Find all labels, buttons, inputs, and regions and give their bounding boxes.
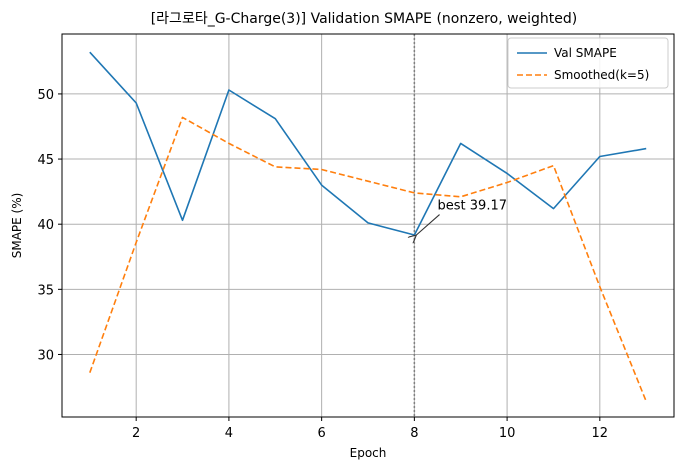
legend-label: Val SMAPE xyxy=(554,46,617,60)
y-axis-label: SMAPE (%) xyxy=(10,193,24,259)
annotation-label: best 39.17 xyxy=(438,199,507,214)
x-tick-label: 10 xyxy=(499,426,516,441)
annotation-arrow xyxy=(416,214,440,235)
chart-title: [라그로타_G-Charge(3)] Validation SMAPE (non… xyxy=(151,11,578,27)
x-tick-label: 2 xyxy=(132,426,140,441)
y-tick-label: 30 xyxy=(37,348,54,363)
ticks: 2 4 6 8 10 12 30 35 40 45 50 xyxy=(37,88,608,441)
series-line-val-smape xyxy=(89,51,647,236)
y-tick-label: 50 xyxy=(37,88,54,103)
x-tick-label: 8 xyxy=(410,426,418,441)
legend: Val SMAPE Smoothed(k=5) xyxy=(507,37,669,89)
y-tick-label: 35 xyxy=(37,283,54,298)
x-tick-label: 12 xyxy=(592,426,609,441)
y-tick-label: 40 xyxy=(37,218,54,233)
x-axis-label: Epoch xyxy=(350,446,387,460)
legend-label: Smoothed(k=5) xyxy=(554,68,649,82)
series-line-smoothed xyxy=(89,116,647,402)
annotation-layer: best 39.17 xyxy=(416,199,507,235)
legend-box xyxy=(507,37,669,89)
y-tick-label: 45 xyxy=(37,153,54,168)
series-layer xyxy=(89,51,647,402)
grid xyxy=(62,34,674,417)
x-tick-label: 6 xyxy=(317,426,325,441)
plot-frame xyxy=(61,33,675,418)
x-tick-label: 4 xyxy=(225,426,233,441)
